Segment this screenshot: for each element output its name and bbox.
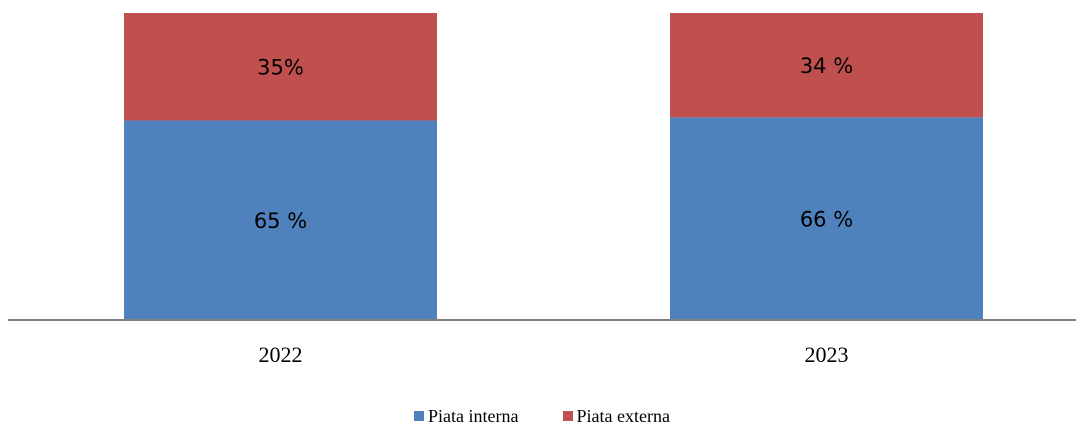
legend-item-piata-externa: Piata externa — [562, 405, 670, 427]
bar-segment-2022-piata-externa — [124, 13, 437, 121]
bars-group: 65 % 35% 66 % 34 % — [124, 13, 983, 320]
legend-item-piata-interna: Piata interna — [414, 405, 519, 427]
data-label-2022-piata-interna: 65 % — [254, 209, 307, 233]
bar-segment-2022-piata-interna — [124, 120, 437, 320]
legend-swatch-piata-interna — [414, 411, 425, 421]
data-label-2022-piata-externa: 35% — [257, 56, 304, 80]
data-label-2023-piata-externa: 34 % — [800, 54, 853, 78]
legend-label-piata-externa: Piata externa — [576, 405, 670, 426]
legend: Piata interna Piata externa — [0, 404, 1084, 428]
bar-segment-2023-piata-externa — [670, 13, 983, 118]
legend-label-piata-interna: Piata interna — [428, 405, 519, 426]
bar-segment-2023-piata-interna — [670, 117, 983, 320]
category-labels-group: 2022 2023 — [259, 342, 849, 367]
legend-swatch-piata-externa — [562, 411, 573, 421]
category-label-2022: 2022 — [259, 342, 303, 367]
data-label-2023-piata-interna: 66 % — [800, 208, 853, 232]
category-label-2023: 2023 — [805, 342, 849, 367]
